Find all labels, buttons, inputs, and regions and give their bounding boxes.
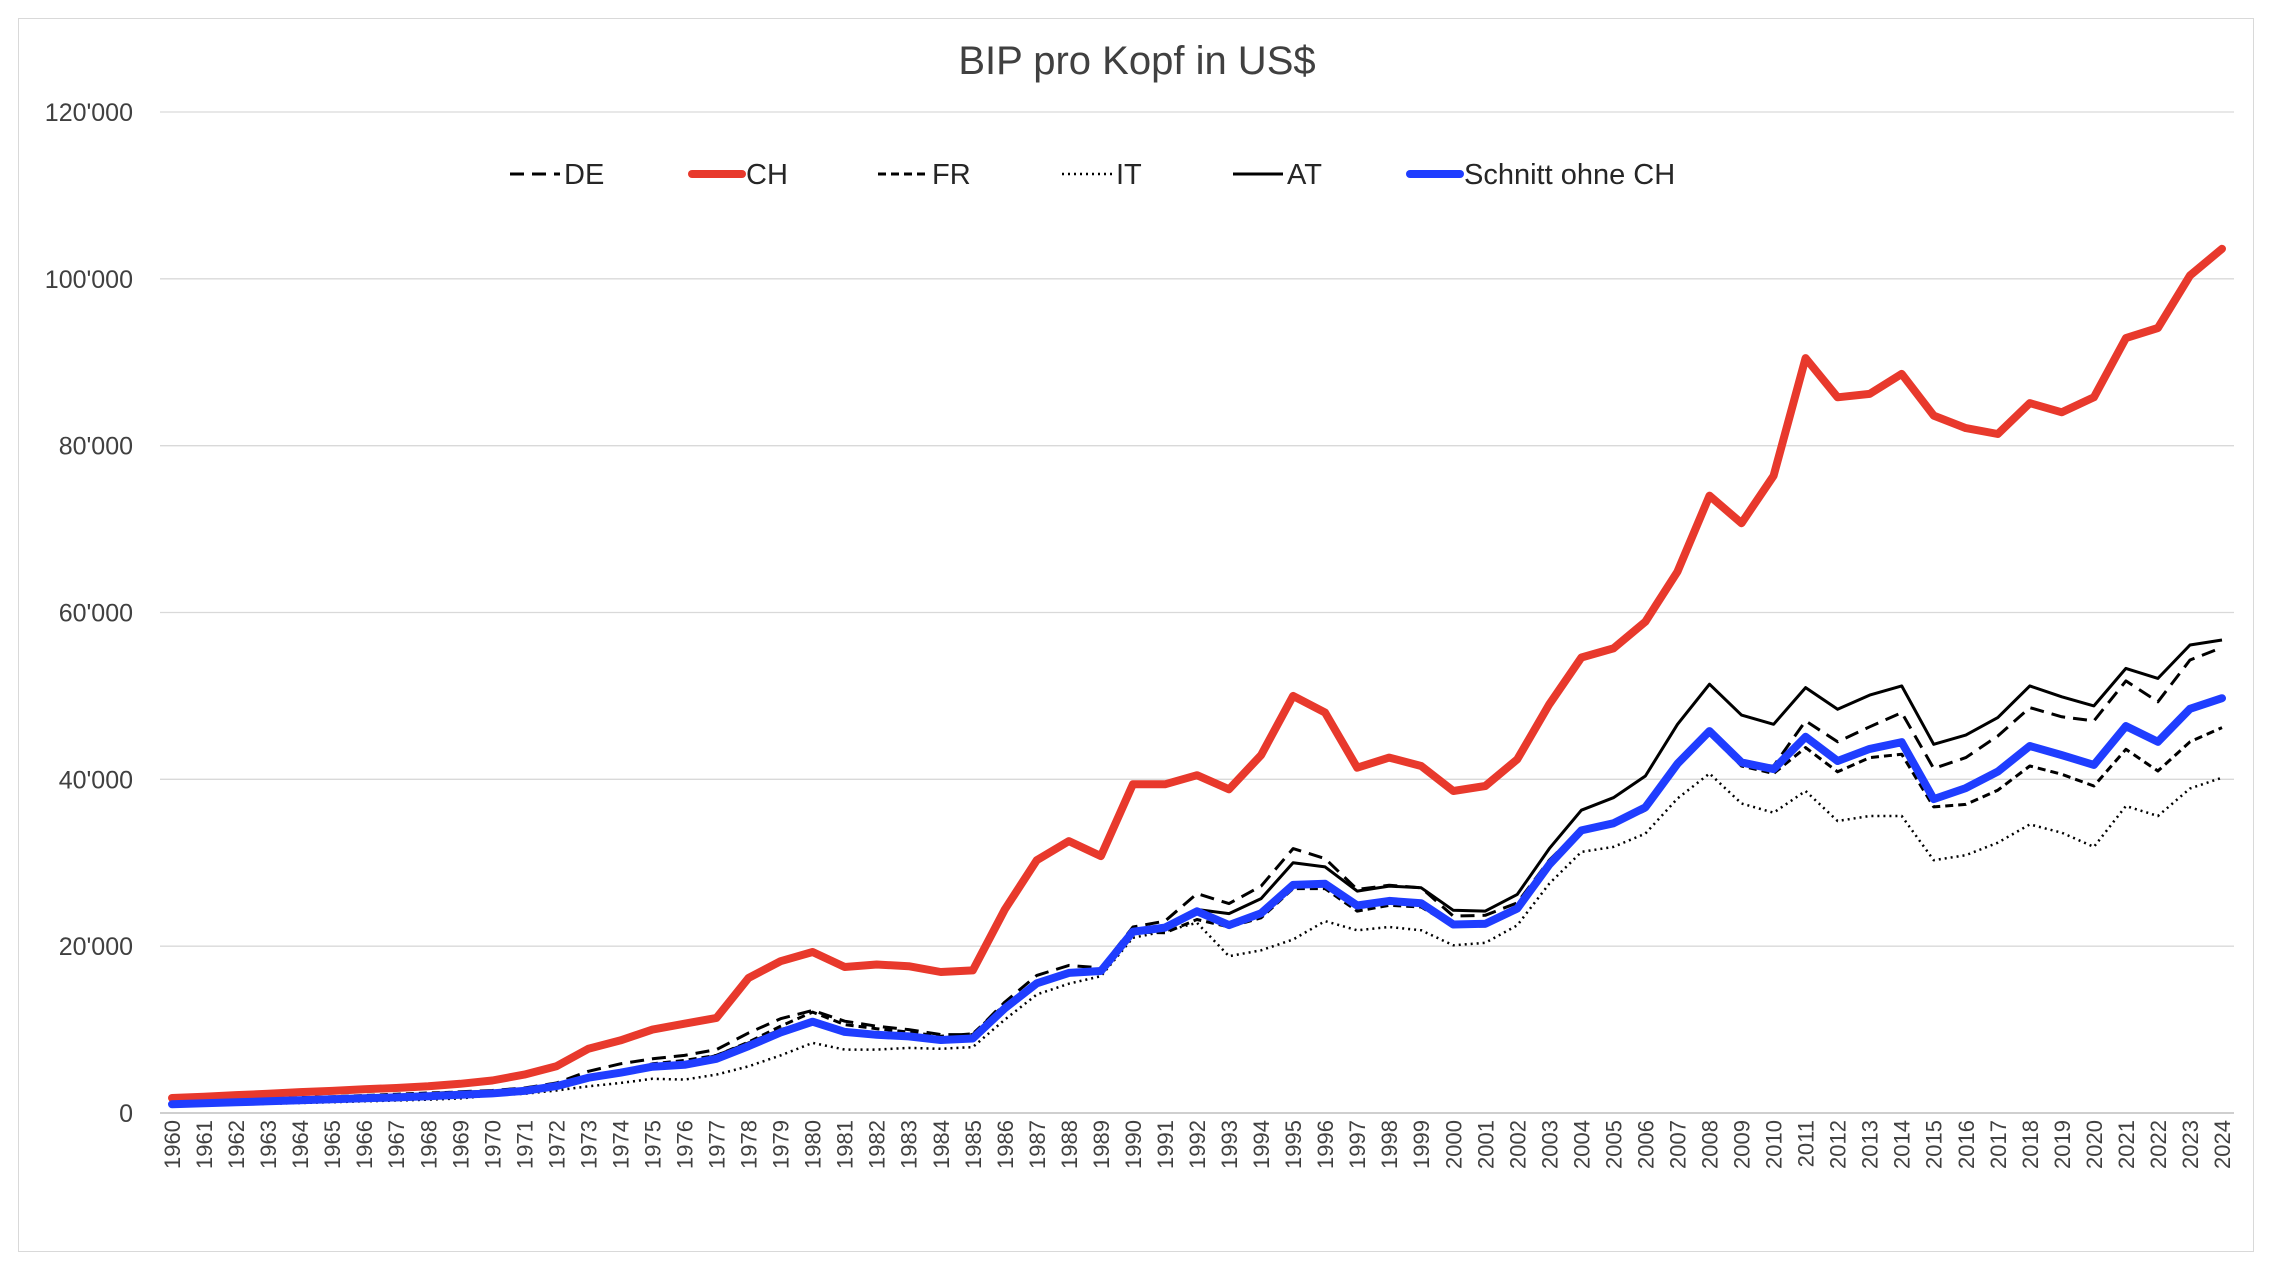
x-tick-label: 1976 (673, 1120, 698, 1169)
y-tick-label: 20'000 (59, 933, 133, 961)
series-line-at (171, 638, 2223, 1107)
series-lines (168, 244, 2226, 1109)
x-tick-label: 1993 (1217, 1120, 1242, 1169)
x-tick-label: 1969 (448, 1120, 473, 1169)
x-tick-label: 2019 (2050, 1120, 2075, 1169)
x-tick-label: 1968 (416, 1120, 441, 1169)
x-tick-label: 2001 (1473, 1120, 1498, 1169)
x-tick-label: 2002 (1505, 1120, 1530, 1169)
x-tick-label: 1963 (256, 1120, 281, 1169)
x-tick-label: 2023 (2178, 1120, 2203, 1169)
x-tick-label: 2008 (1698, 1120, 1723, 1169)
x-tick-label: 1960 (160, 1120, 185, 1169)
x-tick-label: 2012 (1826, 1120, 1851, 1169)
x-tick-label: 1962 (224, 1120, 249, 1169)
x-tick-label: 2005 (1601, 1120, 1626, 1169)
x-tick-label: 1989 (1089, 1120, 1114, 1169)
x-tick-label: 2022 (2146, 1120, 2171, 1169)
x-tick-label: 1971 (512, 1120, 537, 1169)
y-tick-label: 0 (119, 1100, 133, 1128)
x-tick-label: 1992 (1185, 1120, 1210, 1169)
x-tick-label: 1982 (865, 1120, 890, 1169)
y-tick-label: 120'000 (45, 99, 133, 127)
x-tick-label: 2009 (1730, 1120, 1755, 1169)
chart-frame (18, 18, 2254, 1252)
x-tick-label: 1972 (544, 1120, 569, 1169)
x-tick-label: 1987 (1025, 1120, 1050, 1169)
x-tick-label: 2015 (1922, 1120, 1947, 1169)
x-tick-label: 1981 (833, 1120, 858, 1169)
legend-label: DE (564, 159, 604, 191)
x-tick-label: 1970 (480, 1120, 505, 1169)
x-tick-label: 2014 (1890, 1120, 1915, 1169)
x-tick-label: 1985 (961, 1120, 986, 1169)
series-line-it (171, 772, 2223, 1108)
x-tick-label: 1979 (769, 1120, 794, 1169)
x-tick-label: 1995 (1281, 1120, 1306, 1169)
x-tick-label: 1990 (1121, 1120, 1146, 1169)
x-tick-label: 1986 (993, 1120, 1018, 1169)
legend-label: FR (932, 159, 971, 191)
x-tick-label: 1978 (737, 1120, 762, 1169)
x-tick-label: 1961 (192, 1120, 217, 1169)
series-line-ch (168, 244, 2226, 1102)
series-line-de (171, 646, 2223, 1105)
y-tick-label: 40'000 (59, 766, 133, 794)
x-tick-label: 2018 (2018, 1120, 2043, 1169)
x-tick-label: 1996 (1313, 1120, 1338, 1169)
x-tick-label: 1964 (288, 1120, 313, 1169)
x-tick-label: 1994 (1249, 1120, 1274, 1169)
x-tick-label: 2000 (1441, 1120, 1466, 1169)
x-tick-label: 1997 (1345, 1120, 1370, 1169)
grid-lines (160, 111, 2234, 947)
x-tick-label: 1966 (352, 1120, 377, 1169)
x-tick-label: 1973 (576, 1120, 601, 1169)
x-tick-label: 2004 (1569, 1120, 1594, 1169)
x-tick-label: 1975 (640, 1120, 665, 1169)
legend-label: Schnitt ohne CH (1464, 159, 1675, 191)
y-tick-label: 100'000 (45, 266, 133, 294)
x-tick-label: 1984 (929, 1120, 954, 1169)
x-tick-label: 1999 (1409, 1120, 1434, 1169)
x-tick-label: 1988 (1057, 1120, 1082, 1169)
x-tick-label: 1965 (320, 1120, 345, 1169)
y-tick-label: 80'000 (59, 433, 133, 461)
x-axis-tick-labels: 1960 1961 1962 1963 1964 1965 1966 1967 1968 1969… (160, 1120, 2235, 1169)
x-tick-label: 1991 (1153, 1120, 1178, 1169)
x-tick-label: 2024 (2210, 1120, 2235, 1169)
x-tick-label: 2011 (1794, 1120, 1819, 1167)
x-tick-label: 2016 (1954, 1120, 1979, 1169)
x-tick-label: 2013 (1858, 1120, 1883, 1169)
legend-label: AT (1287, 159, 1322, 191)
x-tick-label: 2020 (2082, 1120, 2107, 1169)
x-tick-label: 1980 (801, 1120, 826, 1169)
x-tick-label: 2010 (1762, 1120, 1787, 1169)
x-tick-label: 1967 (384, 1120, 409, 1169)
y-axis-tick-labels: 0 20'000 40'000 60'000 80'000 100'000 120'000 (45, 99, 133, 1128)
x-tick-label: 2017 (1986, 1120, 2011, 1169)
x-tick-label: 2021 (2114, 1120, 2139, 1169)
series-line-schnitt-ohne-ch (168, 694, 2226, 1109)
x-tick-label: 1974 (608, 1120, 633, 1169)
legend: DE CH FR IT AT Schnitt ohne CH (510, 159, 1675, 191)
legend-label: CH (746, 159, 788, 191)
x-tick-label: 1983 (897, 1120, 922, 1169)
y-tick-label: 60'000 (59, 600, 133, 628)
legend-label: IT (1116, 159, 1142, 191)
x-tick-label: 2006 (1633, 1120, 1658, 1169)
x-tick-label: 1998 (1377, 1120, 1402, 1169)
x-tick-label: 2007 (1665, 1120, 1690, 1169)
x-tick-label: 1977 (705, 1120, 730, 1169)
x-tick-label: 2003 (1537, 1120, 1562, 1169)
chart-title: BIP pro Kopf in US$ (958, 39, 1315, 83)
